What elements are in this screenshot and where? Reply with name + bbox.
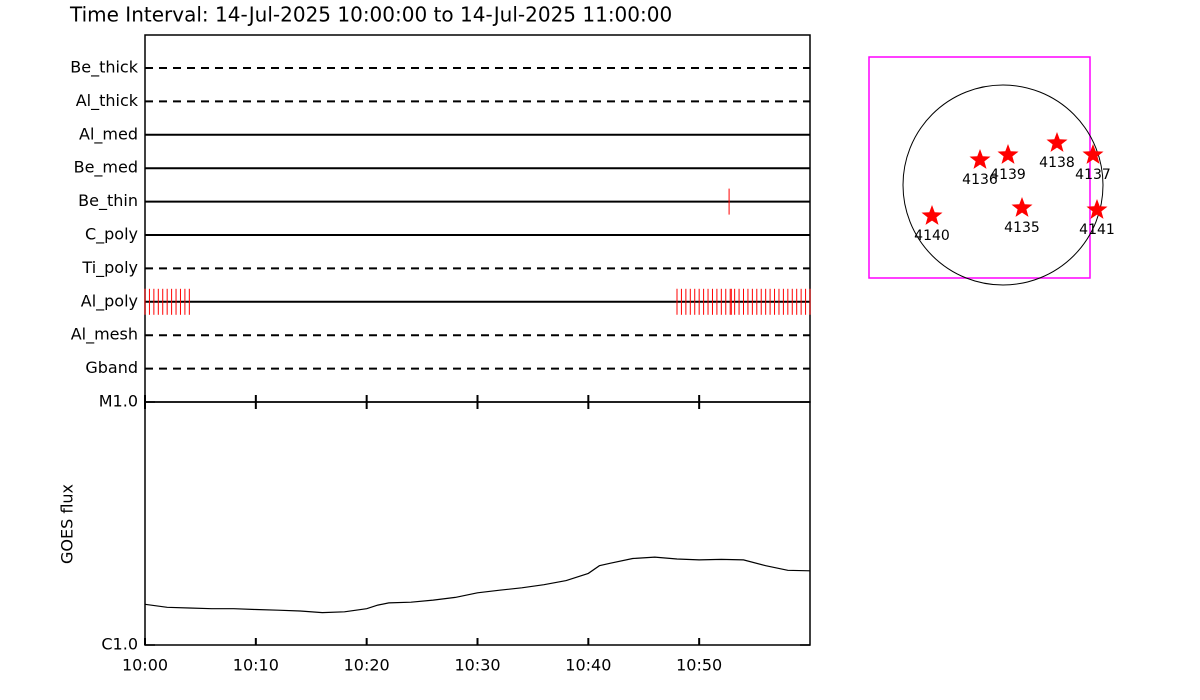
region-label: 4136 [962, 172, 998, 188]
y-tick-label: M1.0 [99, 392, 138, 411]
fov-box [868, 56, 1091, 279]
region-marker [1082, 144, 1104, 164]
filter-label: Al_mesh [71, 325, 138, 345]
filter-label: C_poly [85, 225, 138, 245]
filter-label: Al_poly [81, 291, 138, 311]
region-label: 4135 [1004, 220, 1040, 236]
x-tick-label: 10:40 [565, 656, 611, 675]
goes-curve [144, 556, 811, 614]
region-marker [1011, 197, 1033, 217]
solar-disk [902, 84, 1104, 286]
region-marker [921, 205, 943, 225]
filter-label: Al_thick [76, 91, 139, 111]
x-tick-label: 10:30 [454, 656, 500, 675]
y-axis-label: GOES flux [58, 484, 77, 564]
x-tick-label: 10:00 [122, 656, 168, 675]
region-label: 4138 [1039, 155, 1075, 171]
filter-label: Be_med [74, 158, 138, 178]
region-marker [997, 144, 1019, 164]
filter-label: Al_med [79, 124, 138, 144]
region-marker [1086, 199, 1108, 219]
region-label: 4140 [914, 228, 950, 244]
region-marker [969, 149, 991, 169]
filter-label: Be_thick [70, 58, 138, 78]
x-tick-label: 10:50 [676, 656, 722, 675]
x-tick-label: 10:20 [344, 656, 390, 675]
filter-label: Be_thin [78, 191, 138, 211]
x-tick-label: 10:10 [233, 656, 279, 675]
title: Time Interval: 14-Jul-2025 10:00:00 to 1… [69, 3, 672, 27]
region-label: 4139 [990, 167, 1026, 183]
filter-label: Ti_poly [81, 258, 138, 278]
region-marker [1046, 132, 1068, 152]
y-tick-label: C1.0 [101, 635, 138, 654]
region-label: 4141 [1079, 222, 1115, 238]
filter-label: Gband [85, 358, 138, 377]
timeline-frame [144, 34, 811, 403]
region-label: 4137 [1075, 167, 1111, 183]
